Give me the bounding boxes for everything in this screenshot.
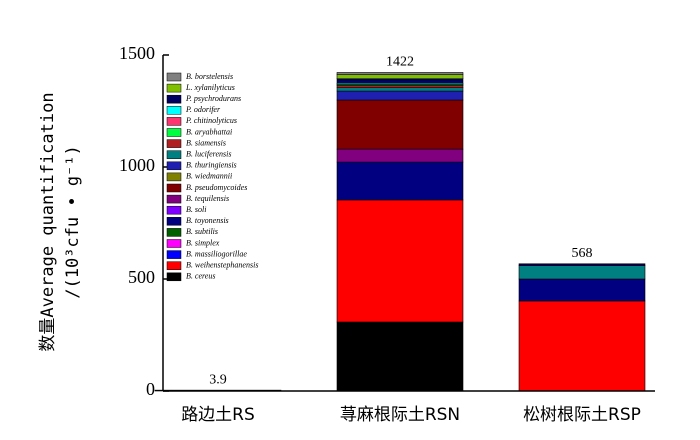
- legend-swatch: [166, 261, 182, 270]
- x-tick-label: 荨麻根际土RSN: [340, 405, 460, 425]
- legend-label: B. pseudomycoides: [186, 183, 247, 192]
- legend-label: B. aryabhattai: [186, 127, 232, 136]
- bar-segment: [336, 72, 464, 76]
- legend-swatch: [166, 72, 182, 82]
- legend-swatch: [166, 205, 182, 215]
- x-tick-label: 路边土RS: [181, 405, 255, 425]
- legend-label: B. borstelensis: [186, 72, 233, 81]
- bar-segment: [336, 199, 464, 323]
- legend-label: B. weihenstephanensis: [186, 261, 258, 270]
- legend-swatch: [166, 117, 182, 126]
- legend-swatch: [166, 83, 182, 93]
- legend-swatch: [166, 228, 182, 237]
- legend-label: B. subtilis: [186, 227, 218, 236]
- bar-segment: [518, 300, 646, 392]
- legend-label: B. siamensis: [186, 138, 226, 147]
- total-label: 1422: [386, 55, 414, 70]
- legend-swatch: [166, 239, 182, 248]
- total-label: 568: [572, 246, 593, 261]
- y-tick-label: 1000: [119, 155, 155, 175]
- legend-label: B. thuringiensis: [186, 161, 237, 170]
- legend-swatch: [166, 272, 182, 282]
- bar-segment: [336, 87, 464, 92]
- legend-label: B. simplex: [186, 238, 220, 247]
- legend-label: P. chitinolyticus: [185, 116, 237, 125]
- x-tick-label: 松树根际土RSP: [523, 405, 641, 425]
- bar-segment: [336, 161, 464, 201]
- legend-swatch: [166, 150, 182, 159]
- y-tick-label: 500: [128, 267, 155, 287]
- y-tick-label: 0: [146, 379, 155, 399]
- legend-label: P. odorifer: [185, 105, 221, 114]
- legend-label: B. cereus: [186, 272, 215, 281]
- bar-segment: [518, 265, 646, 280]
- legend-swatch: [166, 161, 182, 171]
- legend-label: B. tequilensis: [186, 194, 229, 203]
- bar-segment: [336, 78, 464, 84]
- legend-swatch: [166, 217, 182, 226]
- bar-segment: [518, 263, 646, 266]
- bar-segment: [336, 90, 464, 101]
- legend-label: L. xylanilyticus: [185, 83, 235, 92]
- total-label: 3.9: [209, 372, 227, 387]
- bar-segment: [336, 321, 464, 392]
- legend-label: B. toyonensis: [186, 216, 229, 225]
- legend-swatch: [166, 94, 182, 104]
- y-tick-label: 1500: [119, 43, 155, 63]
- y-axis-label: 数量Average quantification: [38, 92, 58, 351]
- legend-swatch: [166, 183, 182, 193]
- bar-segment: [336, 99, 464, 150]
- legend-swatch: [166, 250, 182, 259]
- legend-label: B. wiedmannii: [186, 172, 232, 181]
- legend-swatch: [166, 128, 182, 137]
- legend-label: P. psychrodurans: [185, 94, 241, 103]
- legend-label: B. massiliogorillae: [186, 249, 247, 258]
- y-axis-unit: /(10³cfu • g⁻¹): [63, 145, 83, 299]
- legend-label: B. soli: [186, 205, 206, 214]
- legend-swatch: [166, 106, 182, 115]
- bar-segment: [336, 148, 464, 163]
- bar-segment: [336, 74, 464, 80]
- bar-segment: [518, 278, 646, 302]
- legend-swatch: [166, 194, 182, 204]
- bar-segment: [336, 85, 464, 89]
- legend-swatch: [166, 172, 182, 182]
- legend-label: B. luciferensis: [186, 150, 231, 159]
- legend-swatch: [166, 139, 182, 148]
